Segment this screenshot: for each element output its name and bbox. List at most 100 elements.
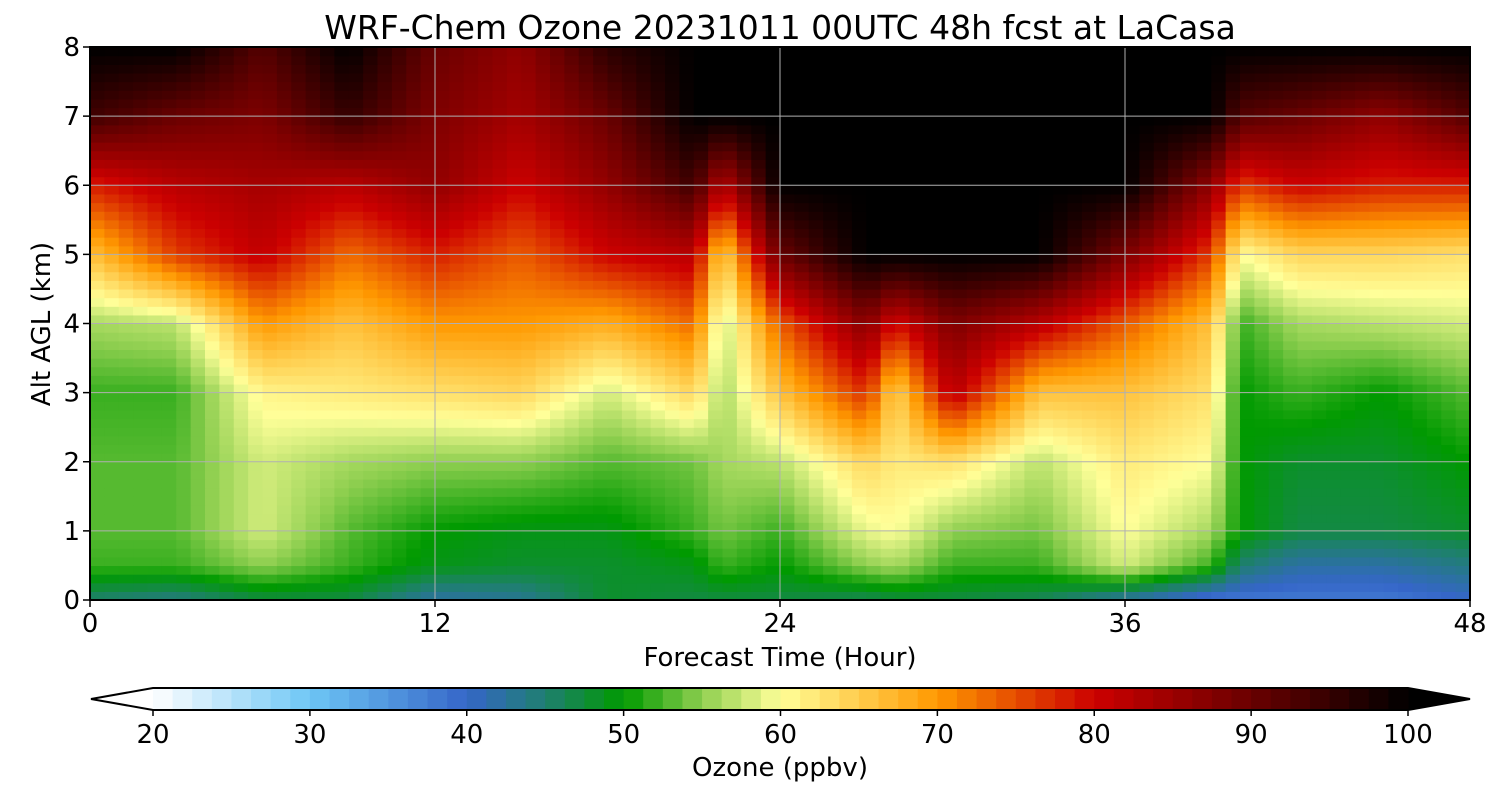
- heatmap-cell: [938, 358, 954, 368]
- heatmap-cell: [1168, 314, 1184, 325]
- heatmap-cell: [736, 582, 752, 592]
- heatmap-cell: [262, 167, 278, 178]
- heatmap-cell: [161, 479, 177, 489]
- heatmap-cell: [1369, 548, 1385, 558]
- heatmap-cell: [564, 530, 580, 541]
- heatmap-cell: [478, 461, 494, 471]
- heatmap-cell: [880, 288, 896, 299]
- heatmap-cell: [406, 487, 422, 497]
- heatmap-cell: [90, 435, 105, 446]
- heatmap-cell: [334, 288, 350, 299]
- heatmap-cell: [506, 591, 522, 600]
- heatmap-cell: [1311, 176, 1327, 186]
- heatmap-cell: [320, 418, 335, 428]
- heatmap-cell: [1383, 444, 1399, 454]
- heatmap-cell: [1125, 219, 1140, 230]
- heatmap-cell: [233, 548, 249, 558]
- heatmap-cell: [751, 167, 767, 178]
- heatmap-cell: [104, 401, 120, 411]
- heatmap-cell: [1311, 358, 1327, 368]
- heatmap-cell: [420, 349, 436, 359]
- heatmap-cell: [406, 332, 422, 342]
- heatmap-cell: [780, 323, 795, 333]
- heatmap-cell: [1139, 574, 1155, 584]
- heatmap-cell: [880, 340, 896, 351]
- heatmap-cell: [665, 530, 680, 541]
- heatmap-cell: [1369, 254, 1385, 264]
- heatmap-cell: [1168, 435, 1184, 446]
- heatmap-cell: [1297, 366, 1313, 376]
- heatmap-cell: [794, 254, 810, 264]
- heatmap-cell: [104, 202, 120, 212]
- heatmap-cell: [1326, 582, 1342, 592]
- heatmap-cell: [966, 504, 982, 515]
- heatmap-cell: [219, 401, 235, 411]
- heatmap-cell: [1326, 453, 1342, 463]
- heatmap-cell: [535, 202, 551, 212]
- heatmap-cell: [650, 332, 666, 342]
- heatmap-cell: [823, 409, 839, 420]
- heatmap-cell: [823, 219, 839, 230]
- heatmap-cell: [305, 582, 321, 592]
- heatmap-cell: [1038, 211, 1054, 221]
- heatmap-cell: [837, 332, 853, 342]
- heatmap-cell: [1383, 418, 1399, 428]
- heatmap-cell: [765, 530, 781, 541]
- heatmap-cell: [291, 366, 307, 376]
- heatmap-cell: [564, 470, 580, 480]
- heatmap-cell: [1398, 349, 1414, 359]
- heatmap-cell: [665, 167, 680, 178]
- heatmap-cell: [406, 323, 422, 333]
- heatmap-cell: [751, 427, 767, 437]
- heatmap-cell: [521, 487, 537, 497]
- heatmap-cell: [1024, 435, 1040, 446]
- heatmap-cell: [1283, 228, 1299, 238]
- heatmap-cell: [1326, 349, 1342, 359]
- heatmap-cell: [636, 219, 652, 230]
- heatmap-cell: [478, 582, 494, 592]
- heatmap-cell: [118, 504, 134, 515]
- heatmap-cell: [233, 375, 249, 385]
- heatmap-cell: [305, 263, 321, 273]
- heatmap-cell: [262, 496, 278, 506]
- heatmap-cell: [1038, 245, 1054, 255]
- heatmap-cell: [823, 176, 839, 186]
- heatmap-cell: [1254, 176, 1270, 186]
- heatmap-cell: [449, 193, 465, 204]
- heatmap-cell: [1038, 565, 1054, 575]
- heatmap-cell: [1053, 487, 1069, 497]
- heatmap-cell: [564, 219, 580, 230]
- heatmap-cell: [291, 409, 307, 420]
- heatmap-cell: [578, 176, 594, 186]
- heatmap-cell: [1326, 513, 1342, 523]
- heatmap-cell: [1067, 392, 1083, 402]
- heatmap-cell: [1326, 202, 1342, 212]
- heatmap-cell: [1340, 487, 1356, 497]
- heatmap-cell: [90, 470, 105, 480]
- heatmap-cell: [636, 539, 652, 549]
- heatmap-cell: [1110, 556, 1126, 567]
- heatmap-cell: [1254, 323, 1270, 333]
- heatmap-cell: [435, 539, 450, 549]
- heatmap-cell: [1081, 470, 1097, 480]
- heatmap-cell: [1240, 427, 1255, 437]
- heatmap-cell: [363, 513, 379, 523]
- heatmap-cell: [693, 297, 709, 307]
- heatmap-cell: [1125, 237, 1140, 247]
- heatmap-cell: [751, 323, 767, 333]
- heatmap-cell: [621, 245, 637, 255]
- heatmap-cell: [1240, 375, 1255, 385]
- heatmap-cell: [823, 556, 839, 567]
- heatmap-cell: [1182, 219, 1198, 230]
- heatmap-cell: [1182, 349, 1198, 359]
- heatmap-cell: [133, 202, 149, 212]
- heatmap-cell: [621, 159, 637, 169]
- heatmap-cell: [1139, 159, 1155, 169]
- heatmap-cell: [1196, 461, 1212, 471]
- heatmap-cell: [1240, 409, 1255, 420]
- heatmap-cell: [262, 193, 278, 204]
- heatmap-cell: [564, 176, 580, 186]
- heatmap-cell: [550, 288, 565, 299]
- heatmap-cell: [1369, 574, 1385, 584]
- heatmap-cell: [1412, 565, 1428, 575]
